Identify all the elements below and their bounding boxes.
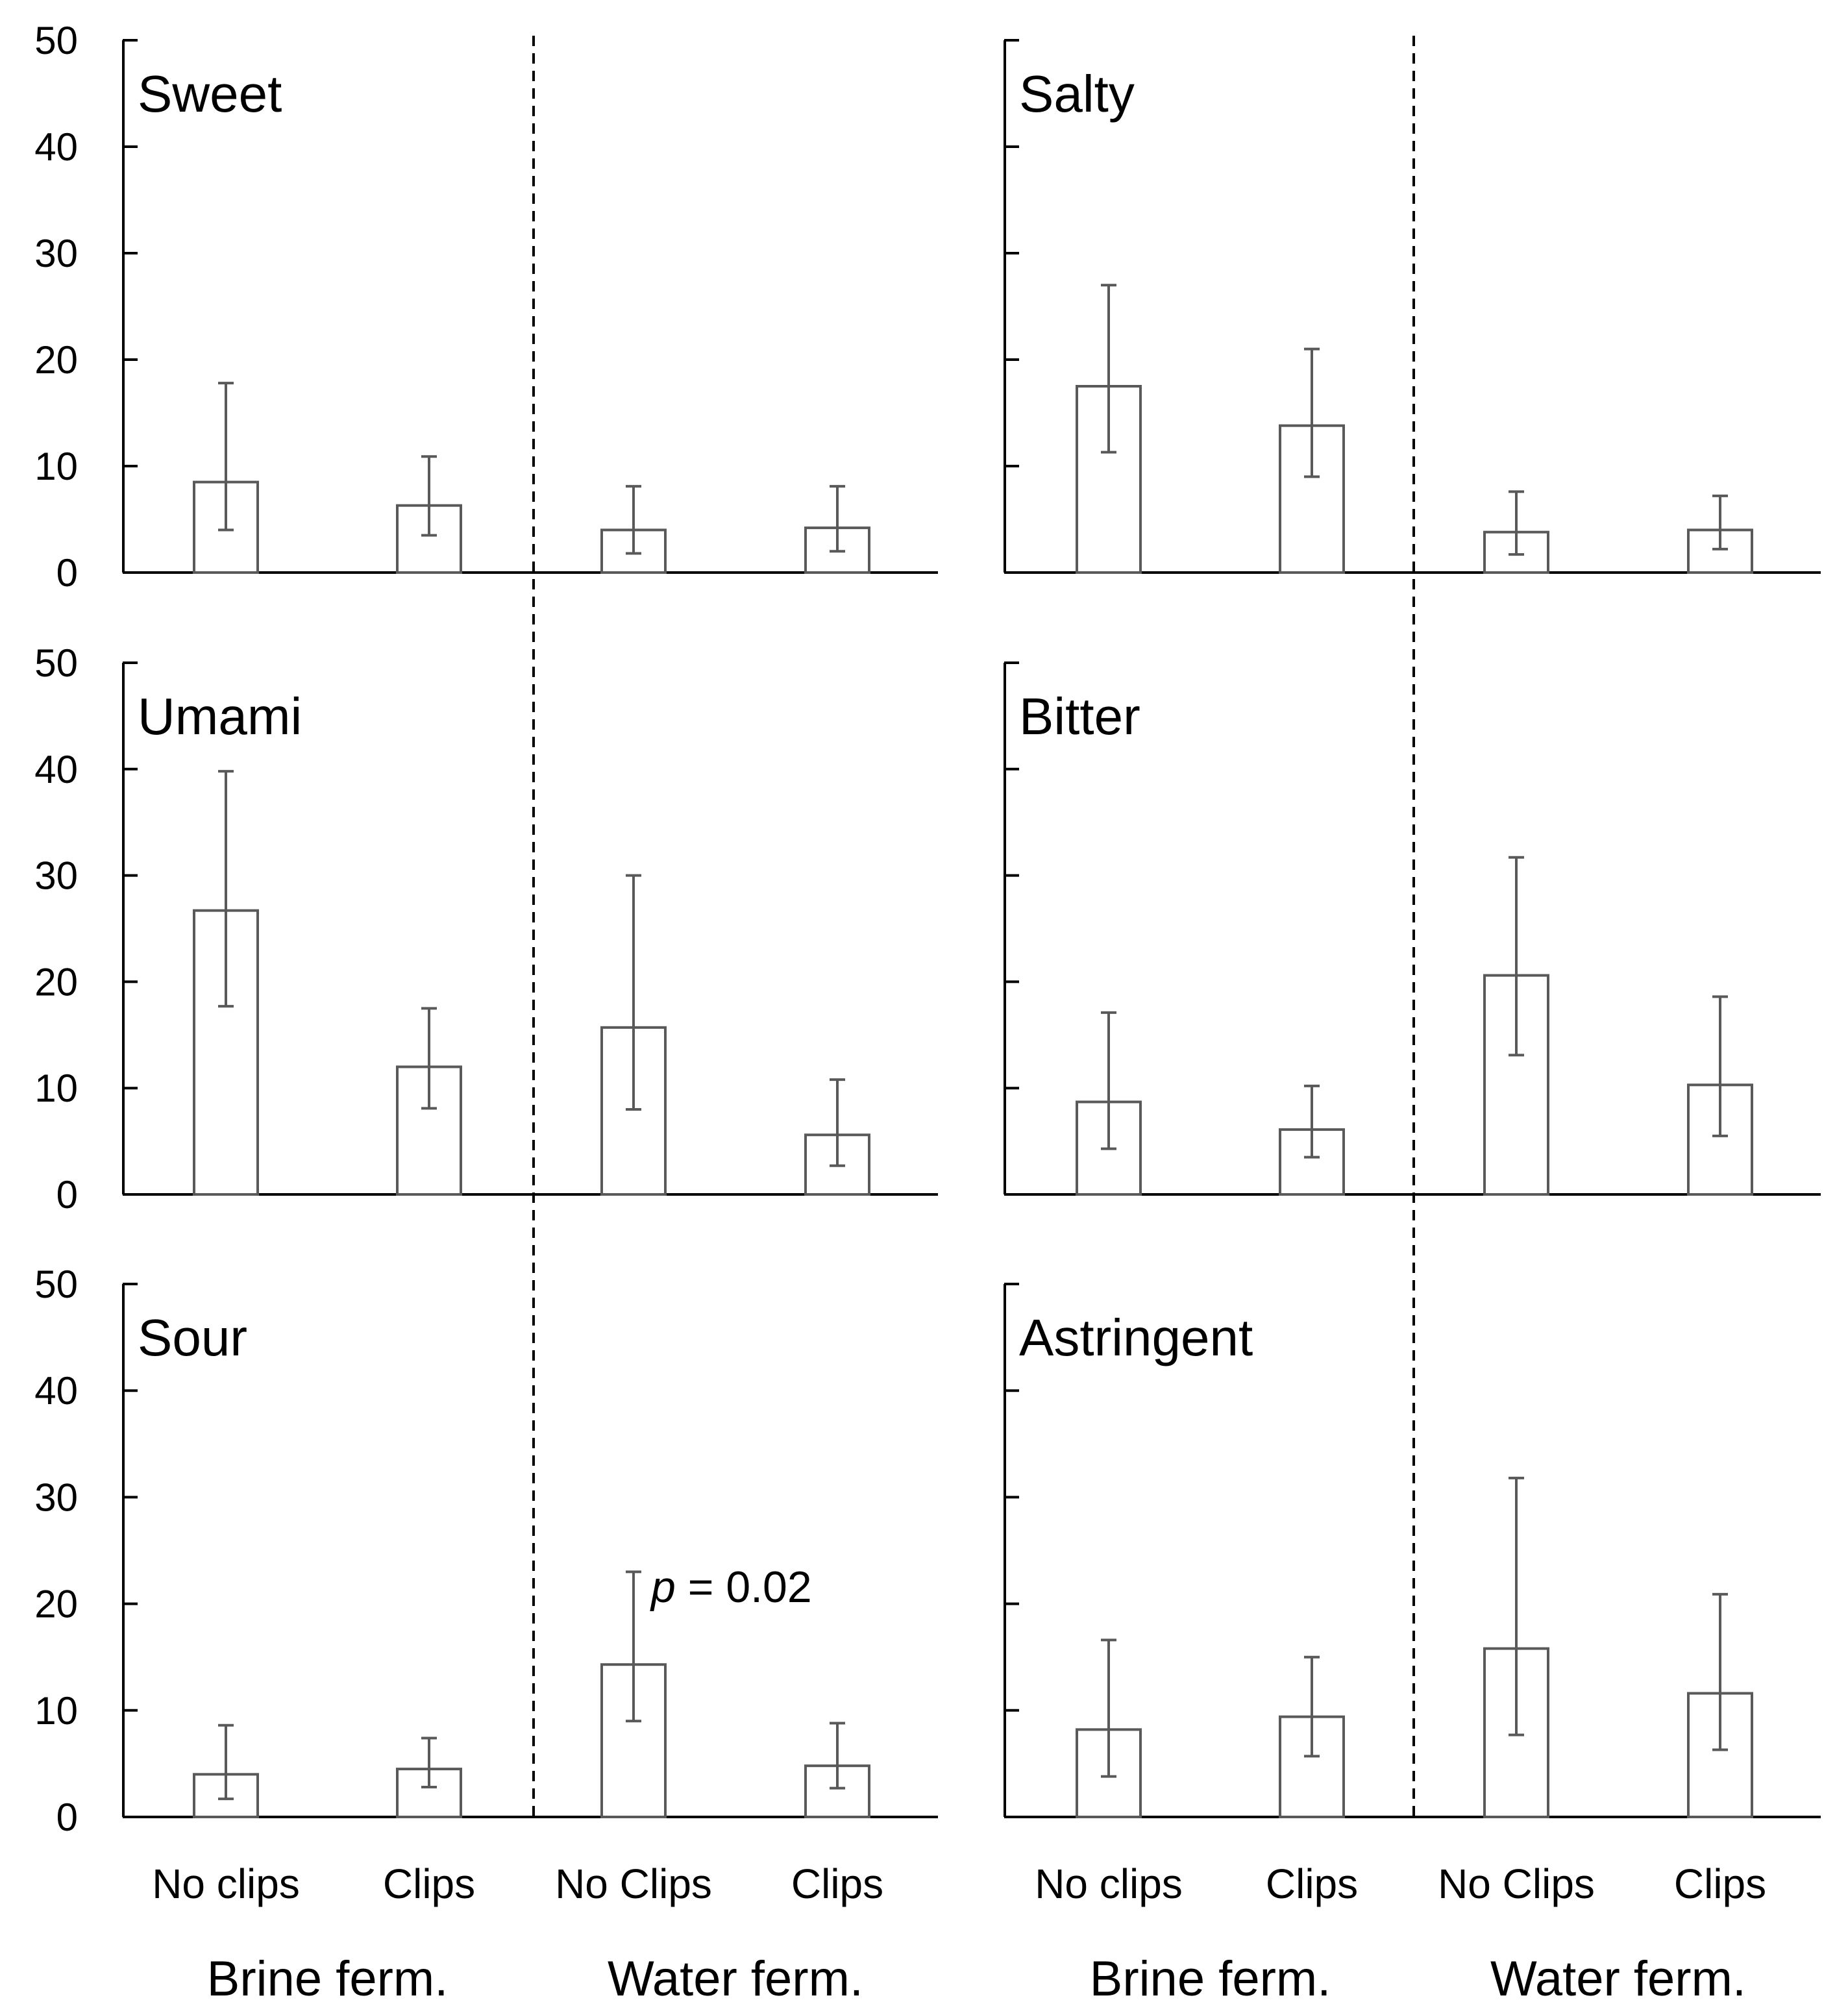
- x-category-label: No Clips: [555, 1860, 712, 1907]
- p-value-annotation: p = 0.02: [650, 1562, 812, 1612]
- panel-astringent: Astringent: [1004, 1283, 1821, 1819]
- x-category-label: Clips: [791, 1860, 883, 1907]
- p-value-text: = 0.02: [676, 1562, 812, 1612]
- panel-title: Bitter: [1019, 687, 1140, 745]
- x-category-label: No clips: [152, 1860, 300, 1907]
- y-tick-label: 0: [56, 1796, 78, 1839]
- panel-sweet: 0 10 20 30 40 50 Sweet: [34, 19, 938, 595]
- y-tick-label: 20: [34, 1583, 78, 1626]
- panel-title: Astringent: [1019, 1309, 1253, 1366]
- group-label-water: Water ferm.: [1490, 1951, 1746, 2007]
- x-category-label: No Clips: [1438, 1860, 1595, 1907]
- panel-title: Umami: [138, 687, 302, 745]
- y-tick-label: 30: [34, 232, 78, 275]
- y-tick-label: 20: [34, 960, 78, 1004]
- panel-sour: 0 10 20 30 40 50 Sour p = 0.02: [34, 1263, 938, 1839]
- y-tick-label: 10: [34, 445, 78, 488]
- x-category-label: Clips: [1674, 1860, 1766, 1907]
- y-tick-label: 30: [34, 1476, 78, 1519]
- panel-bitter: Bitter: [1004, 661, 1821, 1196]
- y-tick-label: 40: [34, 1369, 78, 1413]
- y-tick-label: 50: [34, 1263, 78, 1306]
- y-tick-label: 0: [56, 551, 78, 595]
- x-category-label: Clips: [1266, 1860, 1358, 1907]
- y-tick-label: 10: [34, 1689, 78, 1733]
- group-label-water: Water ferm.: [608, 1951, 863, 2007]
- p-value-italic: p: [650, 1562, 676, 1612]
- panel-title: Salty: [1019, 65, 1135, 123]
- y-tick-label: 30: [34, 854, 78, 898]
- panel-title: Sweet: [138, 65, 282, 123]
- bar: [396, 1768, 462, 1819]
- x-category-label: Clips: [383, 1860, 475, 1907]
- y-tick-label: 20: [34, 338, 78, 382]
- panel-umami: 0 10 20 30 40 50 Umami: [34, 641, 938, 1216]
- group-label-brine: Brine ferm.: [207, 1951, 449, 2007]
- y-tick-label: 40: [34, 125, 78, 169]
- y-tick-label: 0: [56, 1173, 78, 1216]
- y-tick-label: 50: [34, 641, 78, 685]
- group-label-brine: Brine ferm.: [1090, 1951, 1331, 2007]
- panel-salty: Salty: [1004, 39, 1821, 574]
- panel-title: Sour: [138, 1309, 247, 1366]
- x-category-label: No clips: [1035, 1860, 1183, 1907]
- y-tick-label: 10: [34, 1067, 78, 1110]
- y-tick-label: 40: [34, 748, 78, 791]
- y-tick-label: 50: [34, 19, 78, 62]
